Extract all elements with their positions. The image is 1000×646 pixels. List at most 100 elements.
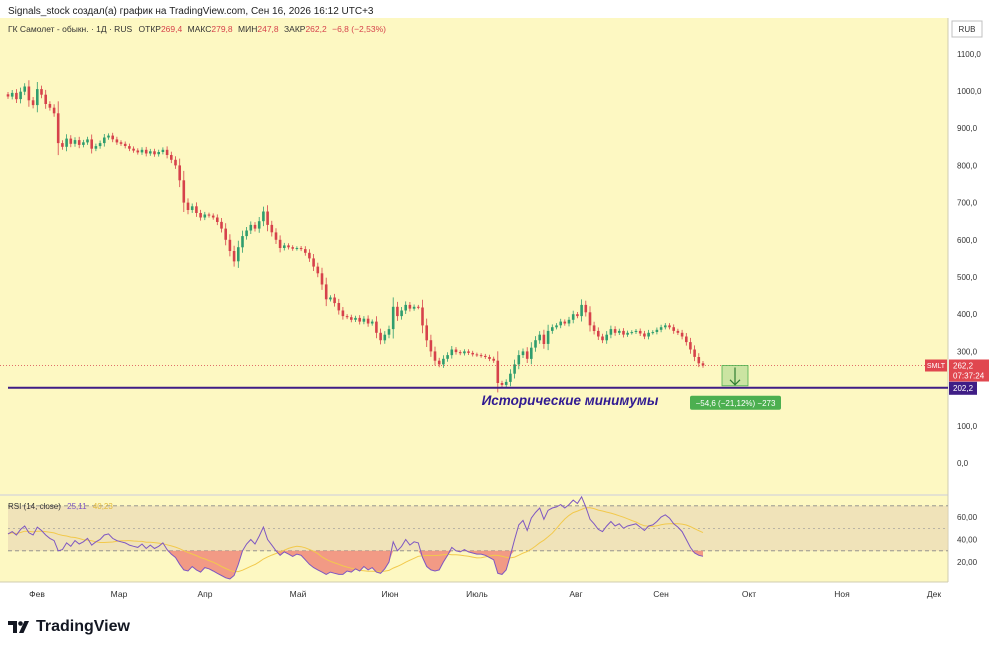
candle-body — [65, 138, 68, 147]
candle-body — [417, 306, 420, 308]
price-tick-label: 700,0 — [957, 199, 978, 208]
candle-body — [299, 248, 303, 250]
candle-body — [111, 135, 114, 140]
tradingview-logo-icon — [8, 621, 29, 633]
candle-body — [454, 349, 458, 353]
candle-body — [366, 318, 370, 324]
candle-body — [350, 317, 353, 320]
candle-body — [672, 327, 675, 331]
candle-body — [190, 206, 194, 210]
candle-body — [379, 332, 382, 341]
price-tick-label: 100,0 — [957, 422, 978, 431]
time-axis-label: Фев — [29, 589, 45, 599]
candle-body — [701, 363, 705, 366]
candle-body — [31, 100, 35, 106]
candle-body — [128, 146, 131, 149]
candle-body — [370, 321, 374, 324]
candle-body — [488, 357, 491, 359]
candle-body — [86, 139, 89, 143]
time-axis-label: Дек — [927, 589, 941, 599]
candle-body — [425, 325, 428, 341]
candle-body — [559, 321, 562, 326]
candle-body — [358, 317, 361, 322]
candle-body — [638, 330, 642, 334]
price-tick-label: 900,0 — [957, 124, 978, 133]
candle-body — [207, 214, 211, 216]
measure-label: −54,6 (−21,12%) −273 — [696, 399, 776, 408]
candle-body — [149, 151, 152, 154]
candle-body — [571, 314, 575, 320]
candle-body — [312, 258, 315, 267]
candle-body — [525, 351, 529, 359]
candle-body — [655, 329, 659, 332]
ticker-tag — [925, 359, 947, 372]
candle-body — [119, 142, 123, 144]
currency-label: RUB — [959, 25, 976, 34]
chart-area[interactable]: ГК Самолет - обыкн. · 1Д · RUS ОТКР269,4… — [0, 18, 1000, 604]
candle-body — [174, 159, 177, 166]
candle-body — [77, 140, 81, 145]
rsi-tick-label: 60,00 — [957, 513, 978, 522]
candle-body — [283, 245, 286, 248]
candle-body — [433, 351, 437, 361]
candle-body — [693, 349, 696, 357]
candle-body — [23, 86, 26, 92]
candle-body — [245, 230, 248, 237]
candle-body — [467, 351, 470, 353]
candle-body — [437, 360, 441, 365]
time-axis-label: Авг — [569, 589, 582, 599]
candle-body — [337, 303, 341, 311]
candle-body — [308, 252, 311, 259]
candle-body — [685, 336, 688, 343]
candle-body — [203, 214, 207, 218]
candle-body — [534, 340, 537, 348]
candle-body — [153, 151, 156, 155]
candle-body — [576, 314, 579, 317]
candle-body — [613, 329, 617, 333]
tradingview-logo[interactable]: TradingView — [8, 616, 130, 638]
time-axis-labels: Фев Мар Апр Май Июн Июль Авг Сен Окт Ноя Дек — [29, 589, 941, 599]
candle-body — [199, 213, 202, 218]
candle-body — [396, 306, 399, 317]
candle-body — [144, 149, 148, 154]
currency-box[interactable] — [951, 20, 983, 38]
candle-body — [580, 304, 583, 317]
candle-body — [136, 150, 140, 153]
price-chart[interactable]: ГК Самолет - обыкн. · 1Д · RUS ОТКР269,4… — [0, 18, 1000, 604]
candle-body — [165, 149, 169, 155]
candle-body — [61, 143, 64, 147]
candle-body — [618, 330, 621, 333]
candle-body — [362, 318, 366, 322]
candle-body — [387, 329, 391, 335]
candle-body — [36, 89, 39, 106]
candle-body — [442, 358, 445, 365]
candle-body — [479, 355, 483, 357]
candle-body — [412, 306, 416, 309]
candle-body — [304, 249, 307, 253]
ticker-label: SMLT — [927, 363, 946, 370]
candle-body — [492, 358, 495, 361]
candle-body — [563, 321, 567, 324]
candle-body — [237, 247, 240, 262]
historical-lows-annotation[interactable]: Исторические минимумы — [482, 393, 659, 408]
candle-body — [73, 140, 77, 144]
time-axis-label: Окт — [742, 589, 756, 599]
price-tick-label: 500,0 — [957, 273, 978, 282]
candle-body — [40, 89, 43, 95]
candle-body — [56, 113, 60, 144]
candle-body — [132, 148, 135, 151]
candle-body — [592, 325, 596, 331]
candle-body — [341, 310, 345, 317]
time-axis-label: Мар — [111, 589, 128, 599]
candle-body — [664, 325, 667, 328]
candle-body — [643, 333, 646, 337]
candle-body — [228, 239, 232, 251]
candle-body — [680, 332, 684, 337]
candle-body — [266, 211, 269, 225]
candle-body — [82, 142, 85, 145]
candle-body — [651, 332, 655, 334]
candle-body — [609, 329, 613, 335]
candle-body — [316, 266, 320, 274]
candle-body — [391, 306, 395, 330]
candle-body — [19, 91, 22, 100]
